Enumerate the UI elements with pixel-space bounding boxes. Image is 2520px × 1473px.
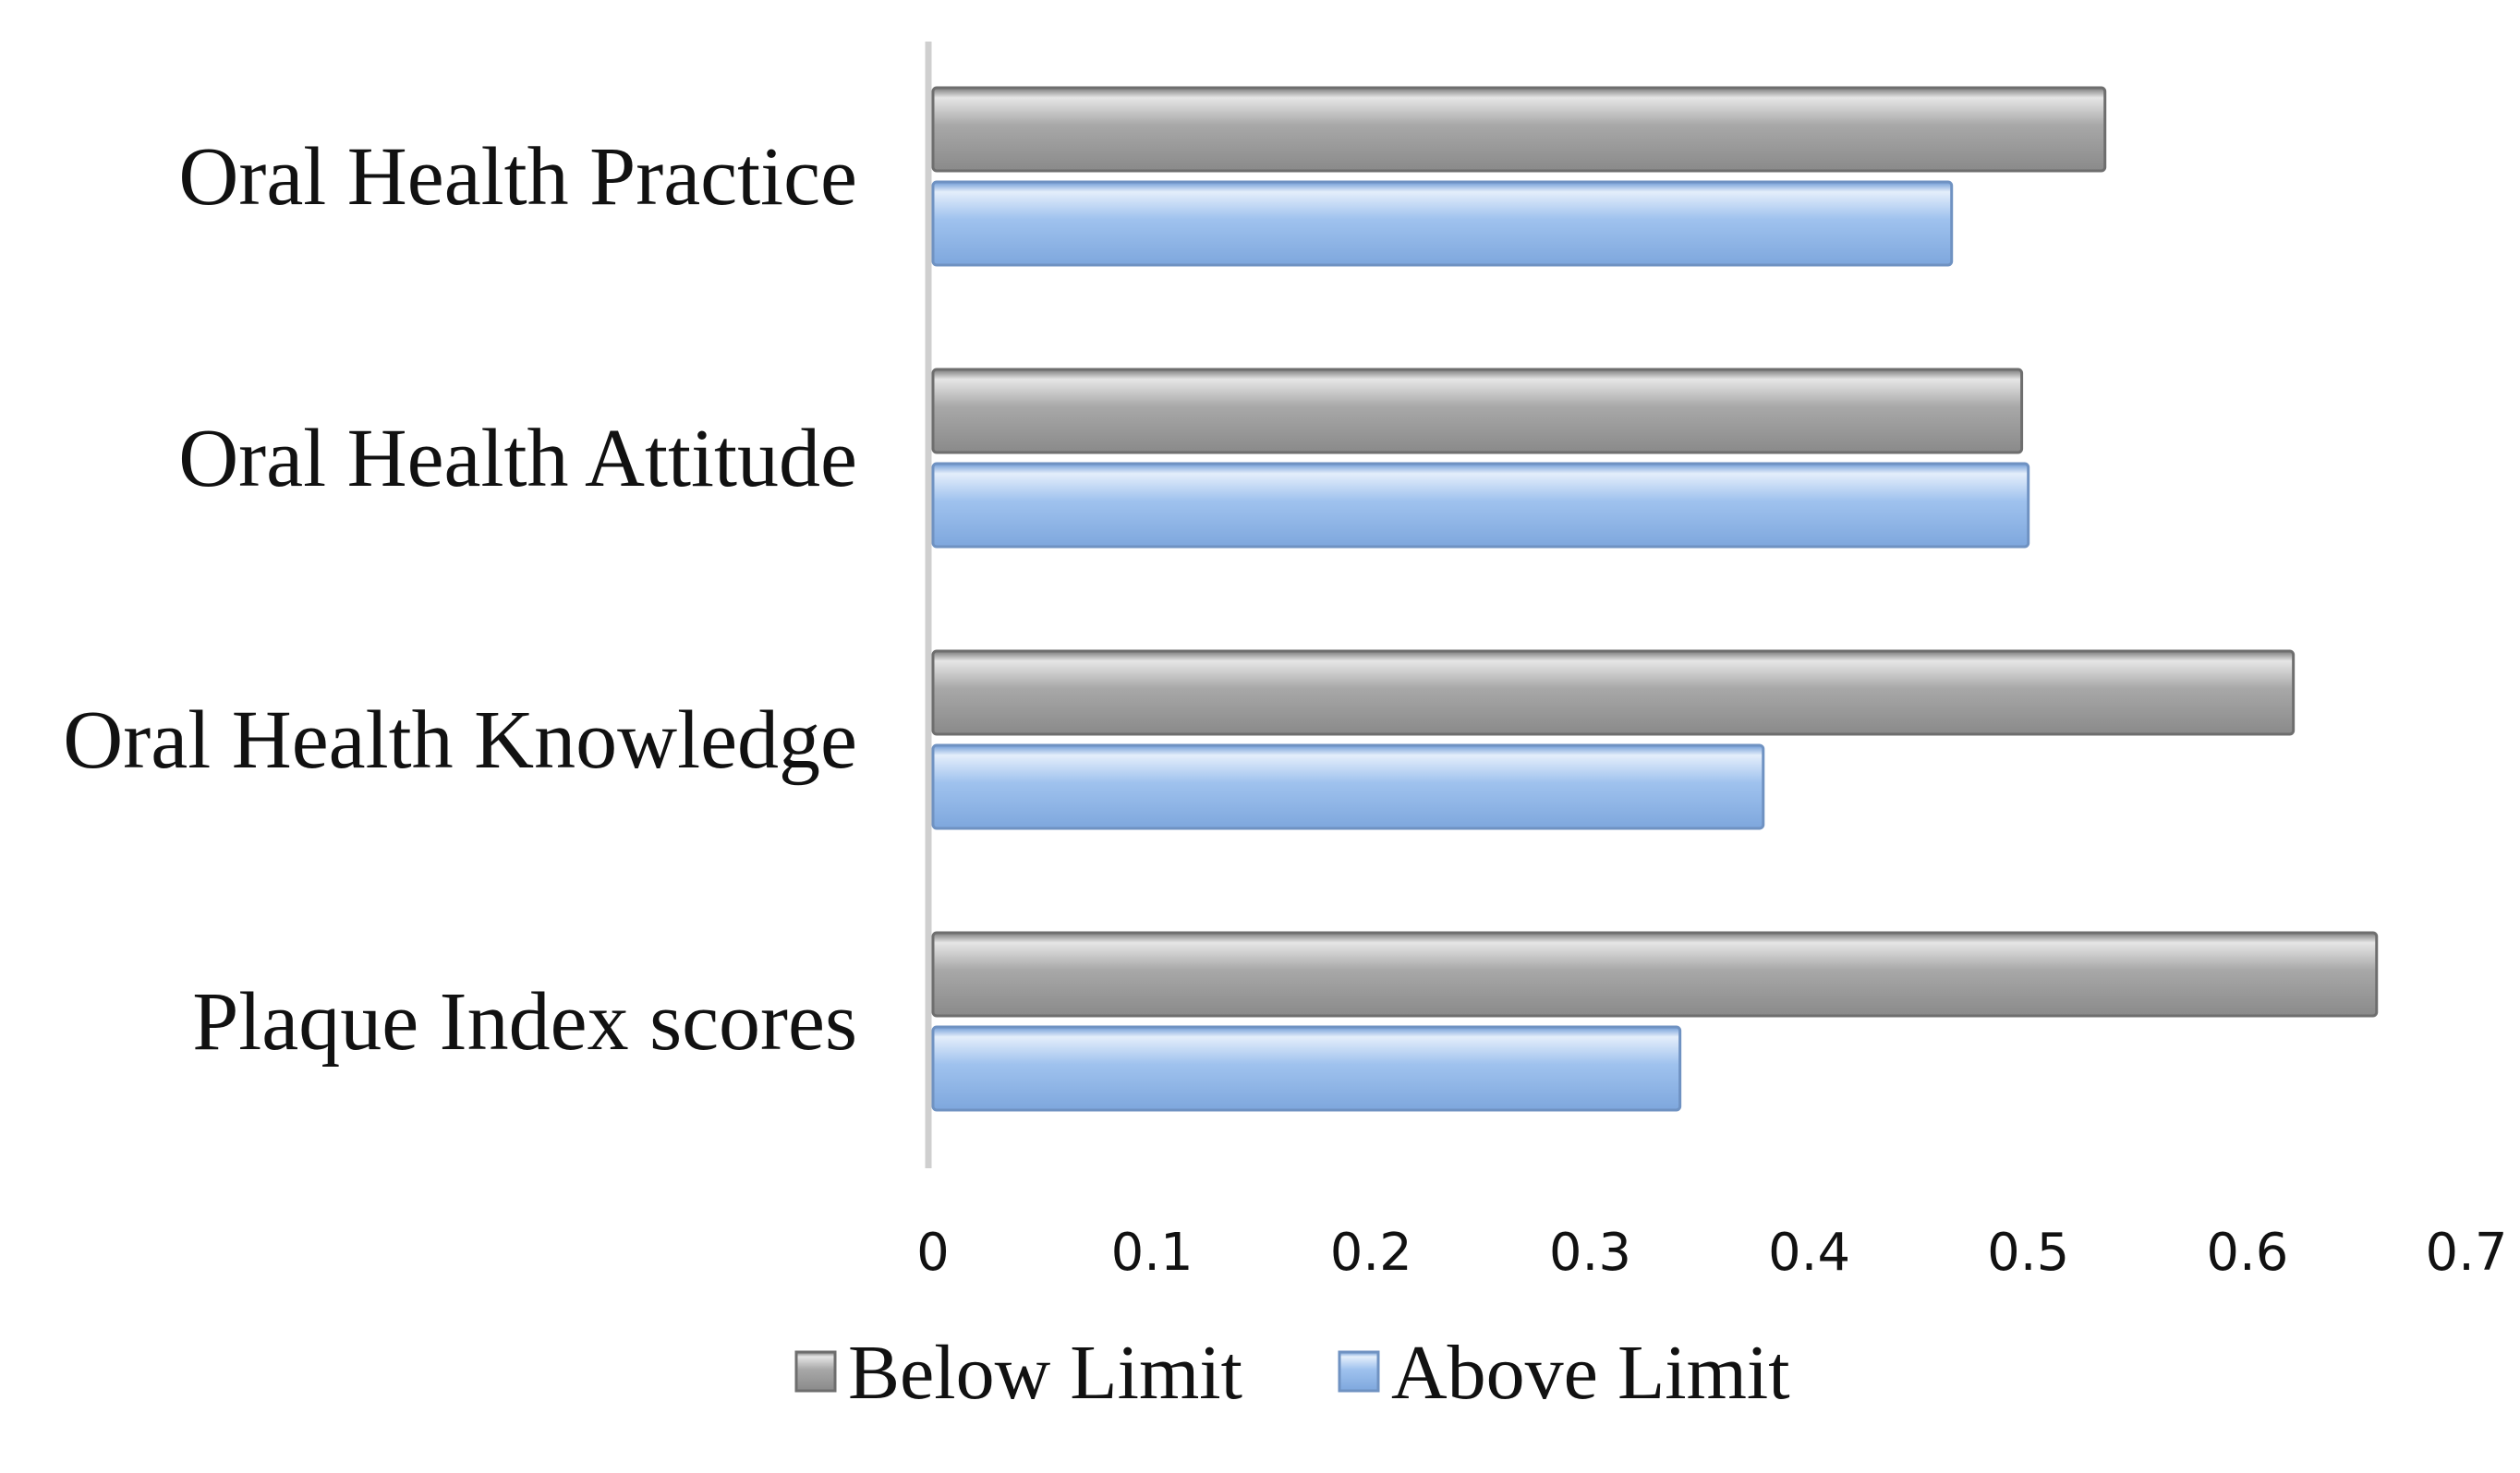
category-label: Oral Health Attitude <box>178 413 857 504</box>
x-tick-label: 0.1 <box>1111 1223 1193 1283</box>
bar-above-limit-2 <box>931 743 1765 830</box>
category-label: Plaque Index scores <box>192 976 857 1068</box>
x-tick-label: 0.2 <box>1330 1223 1412 1283</box>
bar-above-limit-1 <box>931 462 2030 549</box>
category-labels: Oral Health Practice Oral Health Attitude… <box>63 131 857 1068</box>
bar-below-limit-0 <box>931 86 2107 173</box>
x-tick-label: 0.4 <box>1768 1223 1850 1283</box>
legend: Below Limit Above Limit <box>794 1330 1790 1416</box>
x-tick-labels: 0 0.1 0.2 0.3 0.4 0.5 0.6 0.7 <box>916 1223 2507 1283</box>
x-tick-label: 0.6 <box>2206 1223 2288 1283</box>
legend-label: Below Limit <box>848 1330 1242 1416</box>
x-tick-label: 0.5 <box>1987 1223 2069 1283</box>
bars-layer <box>931 86 2379 1112</box>
x-tick-label: 0.3 <box>1549 1223 1631 1283</box>
legend-swatch-above-limit <box>1338 1350 1380 1393</box>
bar-above-limit-0 <box>931 180 1954 267</box>
bar-below-limit-2 <box>931 649 2296 736</box>
category-label: Oral Health Knowledge <box>63 694 857 786</box>
bar-below-limit-1 <box>931 368 2024 454</box>
x-tick-label: 0.7 <box>2425 1223 2507 1283</box>
bar-above-limit-3 <box>931 1025 1682 1112</box>
legend-label: Above Limit <box>1391 1330 1790 1416</box>
category-label: Oral Health Practice <box>178 131 857 223</box>
bar-below-limit-3 <box>931 931 2379 1018</box>
legend-swatch-below-limit <box>794 1350 837 1393</box>
x-tick-label: 0 <box>916 1223 950 1283</box>
